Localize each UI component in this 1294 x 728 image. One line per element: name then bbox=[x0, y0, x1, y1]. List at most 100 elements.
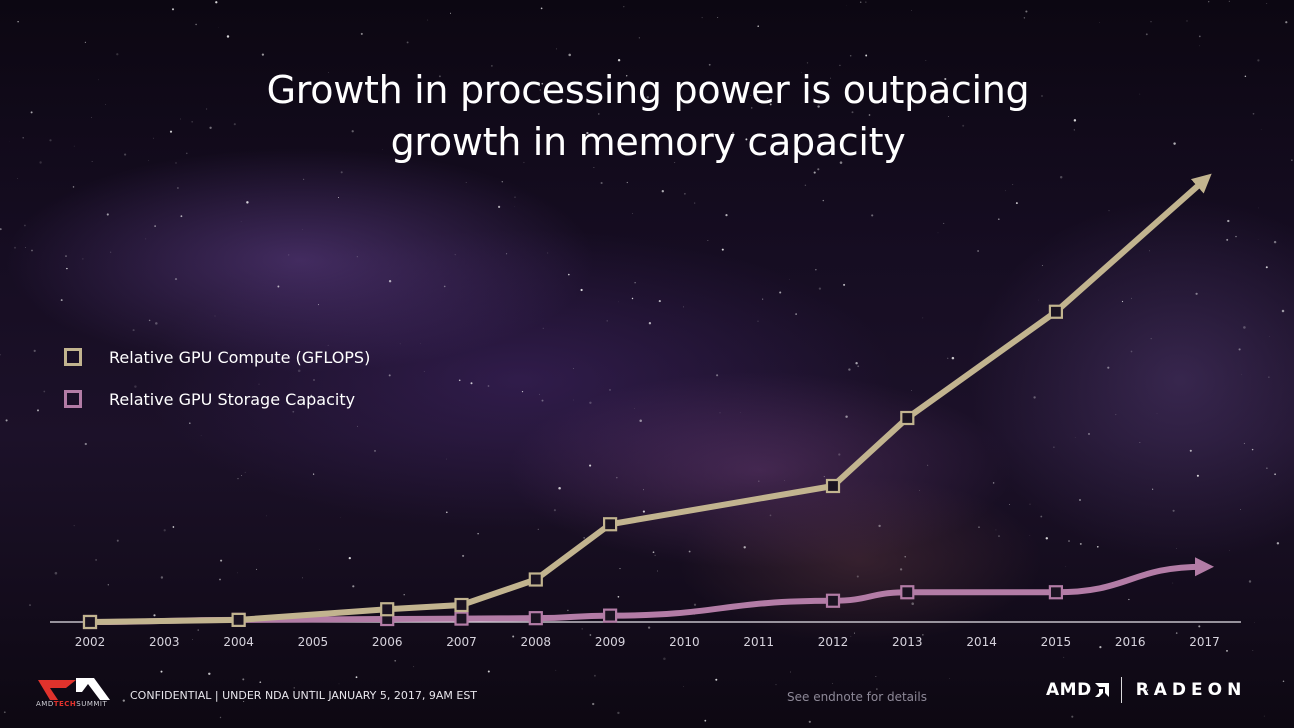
star bbox=[406, 41, 409, 44]
star bbox=[33, 349, 36, 352]
star bbox=[592, 702, 595, 706]
star bbox=[1128, 598, 1130, 601]
star bbox=[573, 368, 574, 369]
star bbox=[951, 356, 955, 360]
star bbox=[1041, 265, 1043, 266]
star bbox=[451, 639, 454, 642]
star bbox=[1152, 488, 1154, 490]
star bbox=[581, 628, 583, 630]
star bbox=[927, 464, 929, 466]
star bbox=[72, 186, 75, 188]
star bbox=[817, 105, 820, 108]
star bbox=[1243, 326, 1246, 329]
star bbox=[258, 383, 260, 385]
data-point-storage bbox=[1048, 585, 1064, 600]
star bbox=[233, 123, 236, 126]
star bbox=[568, 53, 571, 57]
star bbox=[868, 114, 871, 116]
data-point-storage bbox=[454, 611, 469, 626]
x-tick-label: 2016 bbox=[1115, 635, 1146, 649]
star bbox=[694, 202, 696, 204]
star bbox=[5, 419, 8, 422]
star bbox=[43, 390, 46, 393]
star bbox=[1208, 1, 1210, 3]
star bbox=[413, 666, 415, 668]
star bbox=[1282, 680, 1285, 682]
star bbox=[3, 711, 6, 714]
star bbox=[219, 716, 222, 719]
star bbox=[854, 632, 855, 634]
star bbox=[925, 60, 927, 61]
legend-label-compute: Relative GPU Compute (GFLOPS) bbox=[109, 347, 371, 367]
x-tick-label: 2010 bbox=[669, 635, 700, 649]
star bbox=[795, 313, 797, 315]
data-point-compute bbox=[528, 572, 543, 587]
star bbox=[922, 317, 924, 319]
star bbox=[1053, 446, 1055, 448]
x-tick-label: 2017 bbox=[1189, 635, 1220, 649]
star bbox=[65, 255, 67, 257]
star bbox=[616, 476, 618, 479]
star bbox=[351, 130, 354, 133]
star bbox=[1173, 142, 1176, 145]
star bbox=[808, 720, 811, 723]
star bbox=[1228, 0, 1230, 2]
star bbox=[244, 471, 246, 473]
star bbox=[292, 410, 295, 413]
star bbox=[465, 182, 467, 183]
star bbox=[219, 578, 221, 581]
star bbox=[137, 360, 140, 363]
star bbox=[693, 603, 697, 606]
legend-label-storage: Relative GPU Storage Capacity bbox=[109, 389, 356, 409]
star bbox=[458, 379, 461, 382]
star bbox=[0, 354, 1, 356]
star bbox=[153, 614, 156, 617]
star bbox=[537, 528, 539, 531]
star bbox=[1291, 159, 1293, 161]
star bbox=[626, 181, 628, 184]
star bbox=[716, 374, 719, 377]
star bbox=[855, 362, 858, 365]
star bbox=[1227, 219, 1230, 223]
star bbox=[1071, 715, 1074, 718]
series-layer bbox=[82, 173, 1215, 630]
star bbox=[871, 214, 874, 217]
star bbox=[39, 161, 42, 164]
star bbox=[943, 222, 945, 224]
star bbox=[1038, 299, 1039, 301]
star bbox=[1281, 309, 1285, 313]
star bbox=[84, 442, 87, 446]
star bbox=[237, 572, 238, 574]
star bbox=[619, 568, 621, 570]
star bbox=[420, 343, 422, 344]
star bbox=[1025, 10, 1028, 13]
star bbox=[477, 533, 479, 535]
star bbox=[215, 1, 218, 4]
star bbox=[609, 388, 611, 391]
star bbox=[750, 107, 753, 109]
star bbox=[789, 279, 790, 281]
star bbox=[856, 575, 859, 578]
star bbox=[14, 246, 16, 249]
star bbox=[911, 389, 912, 391]
star bbox=[378, 89, 380, 91]
star bbox=[1073, 129, 1075, 131]
star bbox=[643, 489, 644, 491]
star bbox=[1139, 93, 1141, 95]
star bbox=[707, 240, 709, 241]
star bbox=[769, 103, 772, 106]
star bbox=[1260, 129, 1262, 130]
star bbox=[1145, 33, 1148, 36]
slide-title: Growth in processing power is outpacing … bbox=[200, 64, 1096, 168]
star bbox=[446, 458, 447, 460]
series-line-storage bbox=[87, 557, 1215, 625]
star bbox=[642, 510, 645, 513]
star bbox=[66, 267, 68, 270]
endnote-reference: See endnote for details bbox=[787, 690, 927, 704]
star bbox=[1150, 21, 1152, 23]
star bbox=[22, 136, 24, 139]
legend-item-storage: Relative GPU Storage Capacity bbox=[64, 385, 370, 413]
star bbox=[179, 118, 181, 120]
tech-summit-wordmark: AMDTECHSUMMIT bbox=[36, 700, 108, 708]
star bbox=[865, 54, 868, 57]
